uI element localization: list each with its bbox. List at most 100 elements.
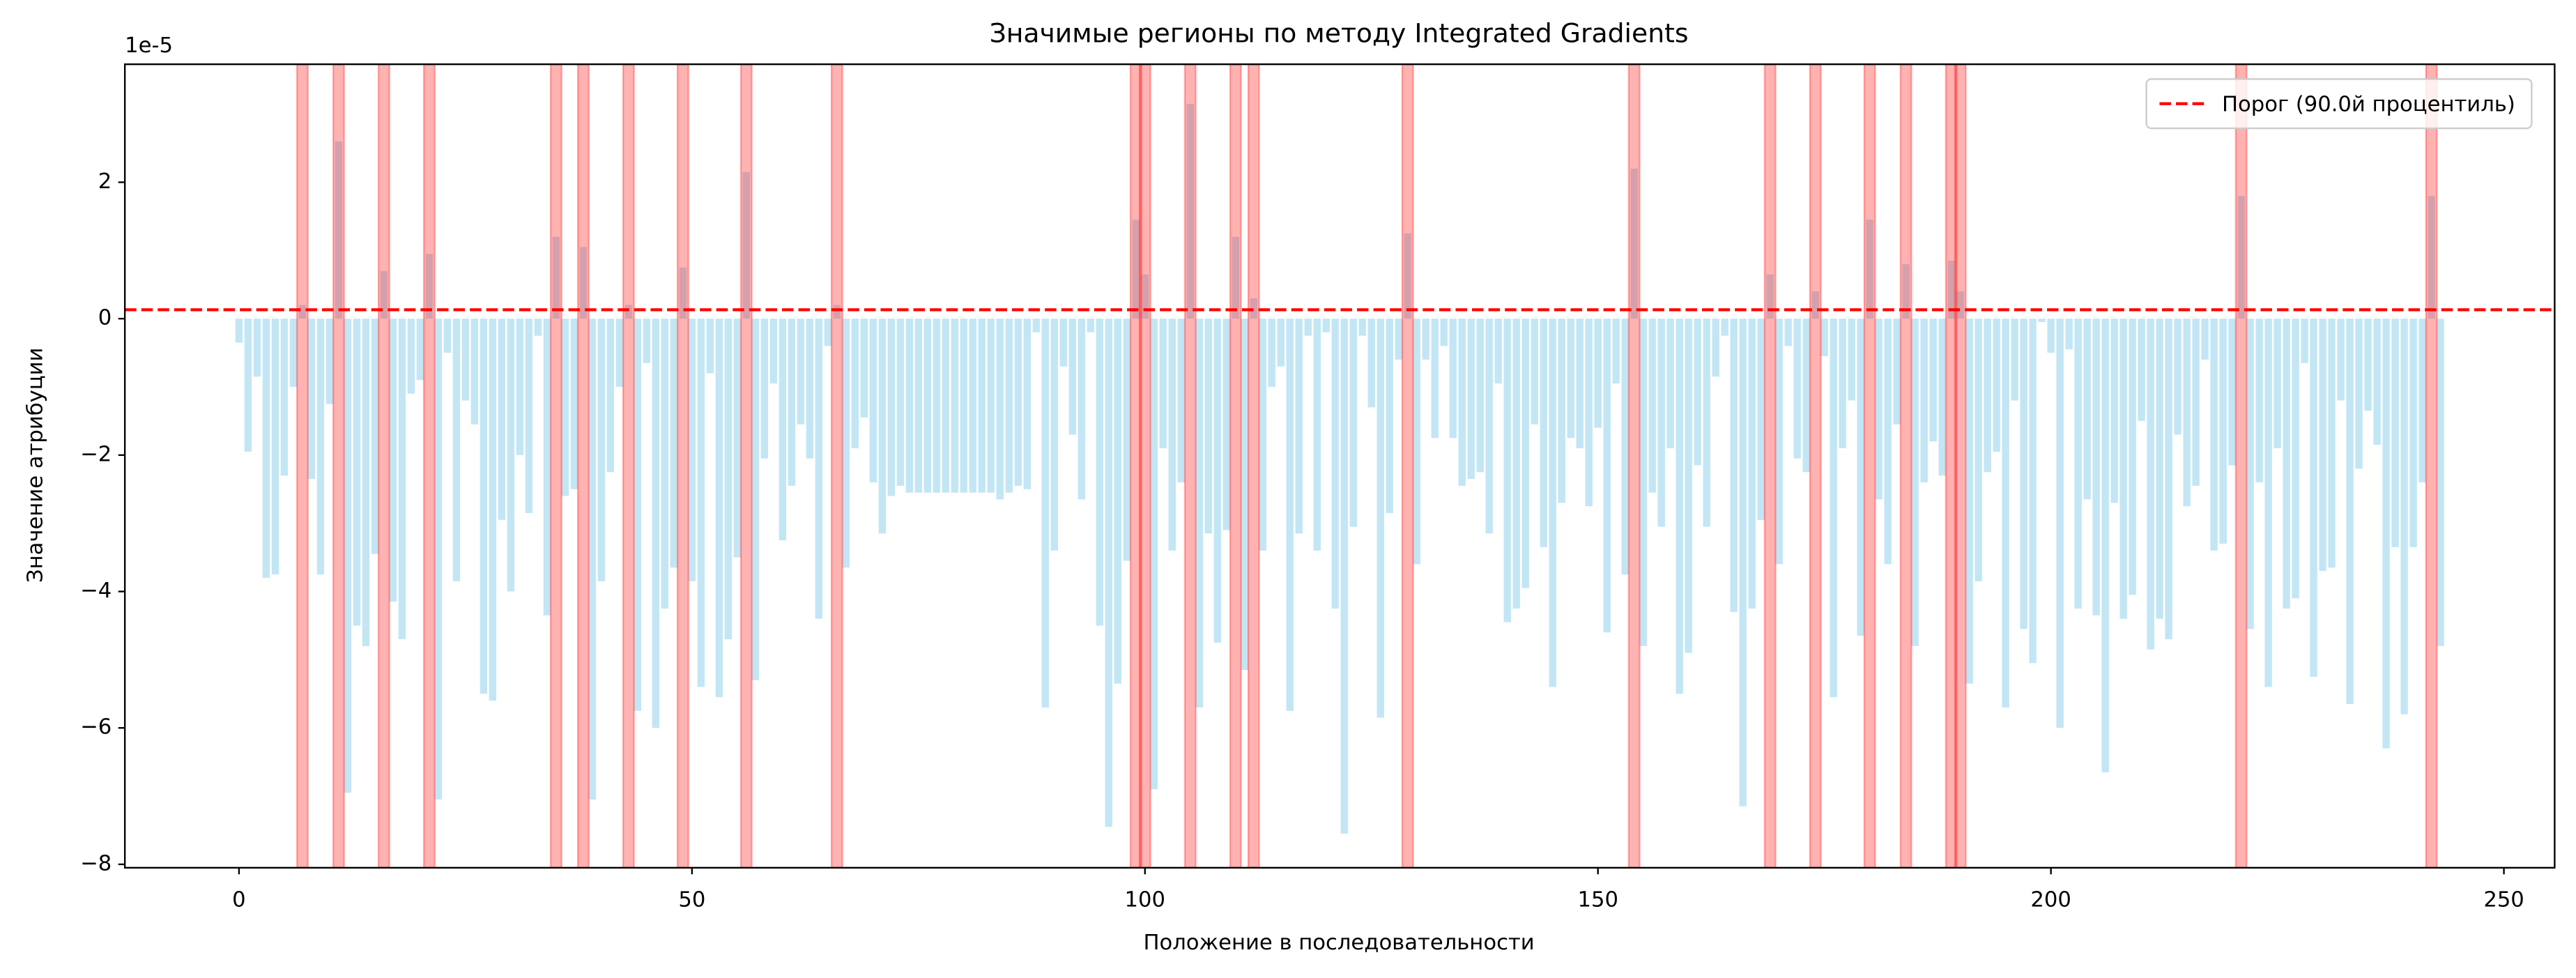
- bar: [2156, 319, 2163, 619]
- highlight-region: [676, 63, 689, 869]
- bar: [2038, 319, 2046, 323]
- highlight-region: [1247, 63, 1260, 869]
- highlight-region: [1183, 63, 1197, 869]
- bar: [1739, 319, 1747, 807]
- bar: [733, 319, 742, 558]
- bar: [1449, 319, 1457, 438]
- bar: [851, 319, 859, 449]
- bar: [1222, 319, 1230, 530]
- bar: [325, 319, 334, 404]
- bar: [1531, 319, 1538, 425]
- bar: [2119, 319, 2127, 619]
- bar: [2092, 319, 2100, 616]
- bar: [969, 319, 977, 493]
- bar: [2301, 319, 2308, 363]
- bar: [1820, 319, 1828, 356]
- bar: [597, 319, 606, 581]
- bar: [1540, 319, 1547, 547]
- bar: [244, 319, 252, 452]
- legend-box: [2145, 78, 2533, 130]
- y-tick-label: −4: [80, 579, 112, 603]
- bar: [1023, 319, 1031, 489]
- bar: [1830, 319, 1837, 698]
- bar: [1848, 319, 1855, 401]
- bar: [498, 319, 506, 520]
- bar: [1014, 319, 1022, 486]
- highlight-region: [830, 63, 843, 869]
- bar: [1195, 319, 1203, 708]
- bar: [262, 319, 270, 578]
- bar: [1748, 319, 1756, 609]
- bar: [516, 319, 524, 455]
- bar: [923, 319, 932, 493]
- bar: [1440, 319, 1448, 346]
- bar: [1413, 319, 1420, 565]
- chart-title: Значимые регионы по методу Integrated Gr…: [990, 17, 1689, 48]
- y-tick-label: 0: [98, 306, 112, 330]
- bar: [2110, 319, 2118, 503]
- bar: [1811, 291, 1819, 319]
- bar: [1639, 319, 1647, 646]
- bar: [316, 319, 325, 575]
- bar: [2255, 319, 2263, 482]
- bar: [996, 319, 1004, 500]
- bar: [2192, 319, 2200, 486]
- bar: [1377, 319, 1384, 718]
- highlight-region: [1899, 63, 1912, 869]
- bar: [2346, 319, 2354, 704]
- bar: [1467, 319, 1475, 480]
- bar: [1902, 263, 1910, 319]
- highlight-region: [422, 63, 436, 869]
- bar: [1648, 319, 1656, 493]
- bar: [842, 319, 850, 568]
- bar: [298, 305, 307, 319]
- highlight-region: [296, 63, 309, 869]
- bar: [1676, 319, 1683, 694]
- bar: [2029, 319, 2037, 664]
- bar: [624, 305, 633, 319]
- bar: [905, 319, 914, 493]
- x-axis-label: Положение в последовательности: [1143, 931, 1534, 955]
- bar: [1793, 319, 1801, 459]
- bar: [1802, 319, 1810, 473]
- x-tick-label: 0: [232, 887, 246, 912]
- highlight-region: [549, 63, 562, 869]
- y-axis-label: Значение атрибуции: [23, 348, 47, 583]
- bar: [1965, 319, 1973, 684]
- highlight-region: [1763, 63, 1777, 869]
- bar: [253, 319, 261, 377]
- bar: [697, 319, 705, 687]
- bar: [1159, 319, 1167, 449]
- bar: [2219, 319, 2227, 544]
- bar: [2047, 319, 2055, 353]
- bar: [1911, 319, 1919, 646]
- bar: [1186, 103, 1194, 319]
- bar: [2020, 319, 2027, 629]
- bar: [1993, 319, 2000, 452]
- y-offset-label: 1e-5: [125, 33, 173, 58]
- bar: [2129, 319, 2136, 595]
- bar: [1105, 319, 1112, 827]
- highlight-region: [377, 63, 390, 869]
- bar: [1096, 319, 1103, 626]
- bar: [797, 319, 805, 425]
- highlight-region: [576, 63, 590, 869]
- bar: [1938, 319, 1946, 476]
- bar: [1839, 319, 1846, 449]
- bar: [452, 319, 461, 581]
- bar: [2382, 319, 2390, 749]
- bar: [2228, 319, 2236, 466]
- bar: [434, 319, 443, 800]
- y-tick-label: 2: [98, 169, 112, 194]
- bar: [1884, 319, 1892, 565]
- bar: [1476, 319, 1484, 473]
- bar: [769, 319, 778, 384]
- bar: [1766, 274, 1774, 319]
- legend-label: Порог (90.0й процентиль): [2222, 93, 2515, 117]
- bar: [724, 319, 733, 640]
- bar: [371, 319, 379, 554]
- bar: [1349, 319, 1357, 527]
- bar: [1875, 319, 1883, 500]
- y-tick-label: −6: [80, 715, 112, 740]
